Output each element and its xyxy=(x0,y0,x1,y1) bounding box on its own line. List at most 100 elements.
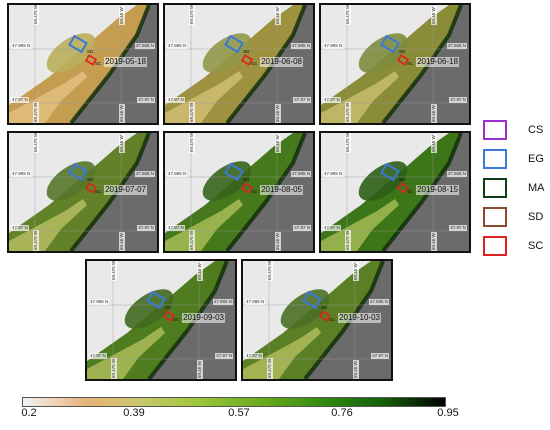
mudflat-strip xyxy=(87,327,165,379)
map-panel-6: SD SC 2019-08-15 47.985 N 47.985 N 47.97 N 4… xyxy=(319,131,471,253)
lat-label-bottom-left: 47.97 N xyxy=(245,353,263,359)
sc-plot-box xyxy=(396,54,410,66)
lat-label-top-left: 47.985 N xyxy=(11,171,32,177)
lon-label-top-right: 69.46 W xyxy=(431,6,437,25)
legend-item-ma: MA xyxy=(483,178,550,200)
lon-label-top-left: 69.475 W xyxy=(111,260,117,281)
lat-label-top-left: 47.985 N xyxy=(245,299,266,305)
map-panel-4: SD SC 2019-07-07 47.985 N 47.985 N 47.97 N 4… xyxy=(7,131,159,253)
panel-date: 2019-07-07 xyxy=(104,185,147,195)
map-panel-3: SD SC 2019-06-18 47.985 N 47.985 N 47.97 N 4… xyxy=(319,3,471,125)
lon-label-bottom-left: 69.475 W xyxy=(189,101,195,123)
legend-swatch xyxy=(483,149,507,169)
lat-label-bottom-right: 47.97 N xyxy=(137,97,155,103)
lon-label-top-right: 69.46 W xyxy=(353,262,359,281)
lon-label-bottom-right: 69.46 W xyxy=(197,360,203,379)
mudflat-strip xyxy=(243,327,321,379)
lon-label-top-left: 69.475 W xyxy=(189,132,195,153)
lat-label-top-left: 47.985 N xyxy=(323,43,344,49)
lat-label-bottom-right: 47.97 N xyxy=(371,353,389,359)
lon-label-top-right: 69.46 W xyxy=(119,134,125,153)
legend-label: SC xyxy=(528,240,544,252)
eg-plot-box xyxy=(146,290,166,310)
lon-label-bottom-left: 69.475 W xyxy=(267,357,273,379)
legend-item-sd: SD xyxy=(483,207,550,229)
lon-label-bottom-left: 69.475 W xyxy=(33,101,39,123)
sc-label: SC xyxy=(407,189,414,194)
colorbar-tick: 0.76 xyxy=(331,407,353,419)
lat-label-top-left: 47.985 N xyxy=(167,43,188,49)
colorbar-tick: 0.57 xyxy=(228,407,250,419)
lon-label-top-right: 69.46 W xyxy=(431,134,437,153)
sd-label: SD xyxy=(165,305,172,310)
sc-label: SC xyxy=(95,189,102,194)
lon-label-bottom-right: 69.46 W xyxy=(275,232,281,251)
lon-label-top-right: 69.46 W xyxy=(119,6,125,25)
sc-label: SC xyxy=(251,61,258,66)
upland-area xyxy=(303,261,391,379)
sd-label: SD xyxy=(399,49,406,54)
eg-plot-box xyxy=(224,162,244,182)
upland-area xyxy=(381,5,469,123)
sc-label: SC xyxy=(251,189,258,194)
sc-label: SC xyxy=(95,61,102,66)
sd-label: SD xyxy=(87,49,94,54)
sc-plot-box xyxy=(240,182,254,194)
legend-swatch xyxy=(483,207,507,227)
lat-label-bottom-left: 47.97 N xyxy=(323,97,341,103)
lat-label-bottom-left: 47.97 N xyxy=(11,225,29,231)
map-image: SD SC xyxy=(321,133,469,251)
marsh-fringe xyxy=(69,133,151,251)
lon-label-top-right: 69.46 W xyxy=(275,134,281,153)
map-panel-2: SD SC 2019-06-08 47.985 N 47.985 N 47.97 N 4… xyxy=(163,3,315,125)
marsh-fringe xyxy=(147,261,229,379)
lat-label-bottom-left: 47.97 N xyxy=(167,97,185,103)
sc-plot-box xyxy=(240,54,254,66)
panel-date: 2019-06-08 xyxy=(260,57,303,67)
map-panel-1: SD SC 2019-05-18 47.985 N 47.985 N 47.97 N 4… xyxy=(7,3,159,125)
mudflat-strip xyxy=(9,199,87,251)
colorbar-tick: 0.2 xyxy=(21,407,37,419)
eg-plot-box xyxy=(68,34,88,54)
legend-swatch xyxy=(483,236,507,256)
sc-label: SC xyxy=(329,317,336,322)
lon-label-top-left: 69.475 W xyxy=(189,4,195,25)
lat-label-bottom-left: 47.97 N xyxy=(323,225,341,231)
legend-swatch xyxy=(483,178,507,198)
lon-label-top-left: 69.475 W xyxy=(345,132,351,153)
marsh-patch xyxy=(358,33,408,73)
legend-item-eg: EG xyxy=(483,149,550,171)
legend-label: EG xyxy=(528,153,544,165)
legend-label: CS xyxy=(528,124,544,136)
panel-date: 2019-10-03 xyxy=(338,313,381,323)
upland-area xyxy=(69,5,157,123)
lat-label-top-left: 47.985 N xyxy=(89,299,110,305)
marsh-patch xyxy=(202,161,252,201)
lat-label-bottom-right: 47.97 N xyxy=(293,97,311,103)
marsh-fringe xyxy=(225,5,307,123)
lat-label-bottom-left: 47.97 N xyxy=(89,353,107,359)
lat-label-bottom-right: 47.97 N xyxy=(215,353,233,359)
panel-date: 2019-05-18 xyxy=(104,57,147,67)
mudflat-strip xyxy=(9,71,87,123)
upland-area xyxy=(225,5,313,123)
mudflat-strip xyxy=(321,199,399,251)
sd-label: SD xyxy=(243,177,250,182)
marsh-patch xyxy=(124,289,174,329)
lon-label-top-left: 69.475 W xyxy=(345,4,351,25)
lon-label-bottom-right: 69.46 W xyxy=(353,360,359,379)
lat-label-top-right: 47.985 N xyxy=(290,43,311,49)
legend-label: MA xyxy=(528,182,545,194)
marsh-patch xyxy=(202,33,252,73)
marsh-fringe xyxy=(381,5,463,123)
lat-label-bottom-right: 47.97 N xyxy=(449,225,467,231)
lon-label-top-right: 69.46 W xyxy=(197,262,203,281)
sc-plot-box xyxy=(396,182,410,194)
legend-label: SD xyxy=(528,211,544,223)
lat-label-top-right: 47.985 N xyxy=(290,171,311,177)
lat-label-top-right: 47.985 N xyxy=(134,171,155,177)
sc-plot-box xyxy=(84,182,98,194)
lat-label-bottom-right: 47.97 N xyxy=(137,225,155,231)
lon-label-bottom-right: 69.46 W xyxy=(119,104,125,123)
lon-label-top-right: 69.46 W xyxy=(275,6,281,25)
